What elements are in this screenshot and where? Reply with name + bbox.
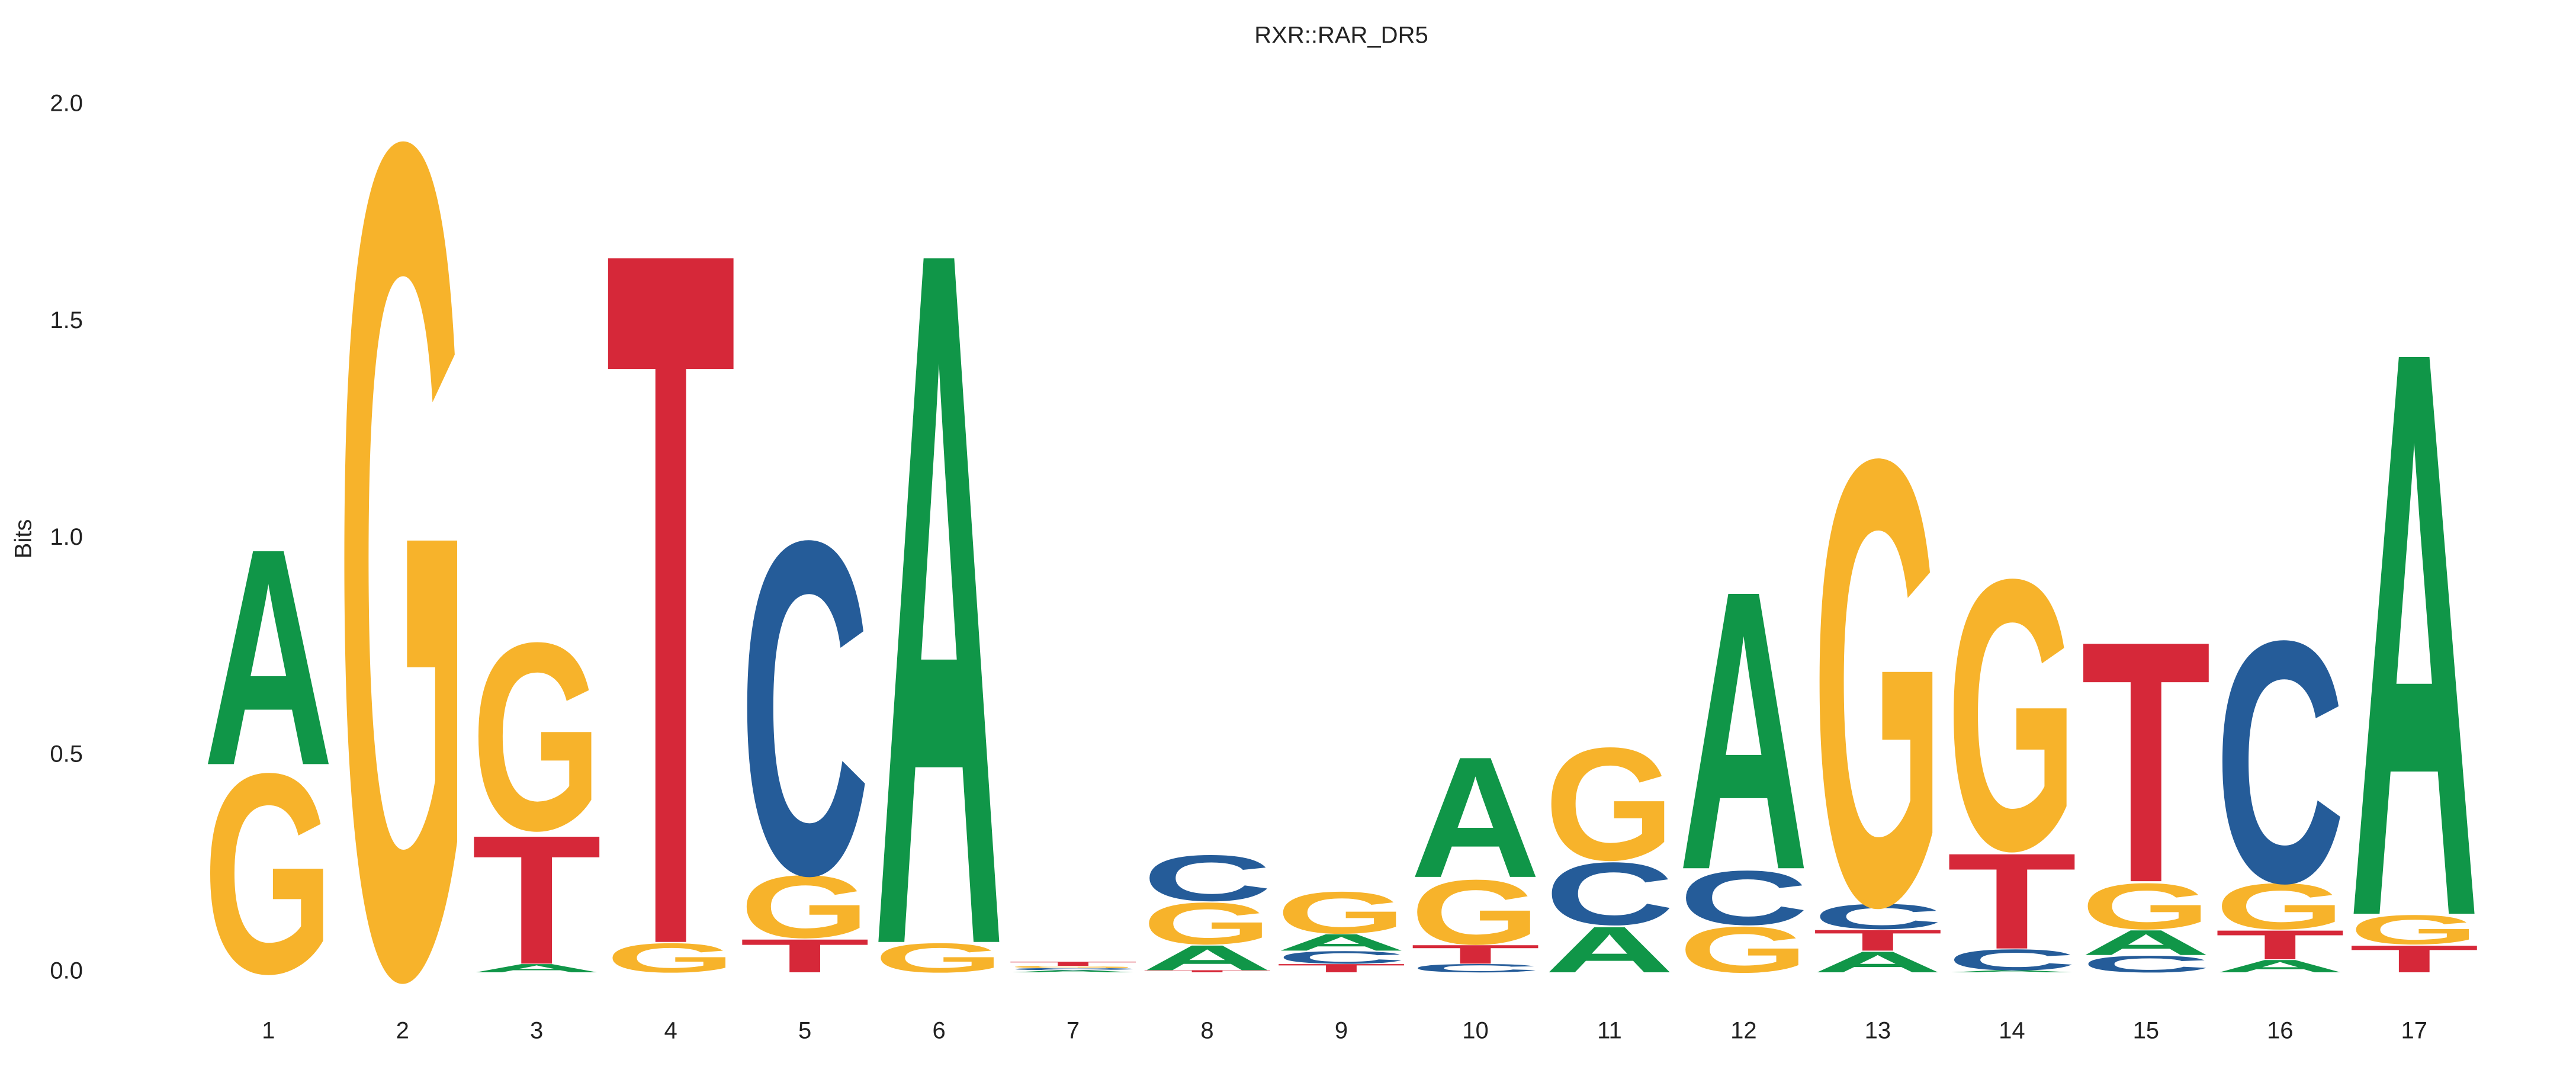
x-tick-label: 2 [396, 1018, 409, 1044]
logo-letter: C [740, 442, 870, 974]
logo-letter: G [1276, 880, 1406, 946]
logo-letter: A [2215, 956, 2345, 976]
logo-letter: G [1813, 327, 1943, 1038]
logo-letter: G [740, 857, 870, 958]
y-tick-label: 1.0 [50, 524, 83, 550]
logo-letter: A [471, 962, 602, 975]
logo-letter: T [2349, 937, 2479, 981]
logo-letter: T [1813, 924, 1943, 958]
logo-letter: G [1947, 499, 2077, 931]
logo-letter: G [874, 935, 1004, 981]
logo-letter: G [2349, 907, 2479, 953]
logo-letter: A [1142, 938, 1273, 978]
logo-letter: C [1679, 855, 1809, 942]
logo-letter: A [2081, 923, 2211, 963]
logo-letter: G [2215, 870, 2345, 943]
logo-letter: A [1679, 507, 1809, 953]
logo-letter: C [1008, 968, 1138, 971]
x-tick-label: 14 [1999, 1018, 2025, 1044]
x-tick-label: 17 [2401, 1018, 2428, 1044]
x-tick-label: 11 [1597, 1018, 1622, 1044]
x-tick-label: 1 [262, 1018, 275, 1044]
logo-letter: A [1276, 930, 1406, 956]
logo-letter: G [1142, 891, 1273, 957]
logo-letter: T [1142, 970, 1273, 973]
x-tick-label: 15 [2133, 1018, 2160, 1044]
y-tick-label: 1.5 [50, 307, 83, 333]
x-tick-label: 3 [530, 1018, 543, 1044]
x-tick-label: 7 [1067, 1018, 1080, 1044]
x-tick-label: 16 [2267, 1018, 2294, 1044]
x-tick-label: 6 [932, 1018, 945, 1044]
x-tick-label: 9 [1335, 1018, 1348, 1044]
logo-letter: G [338, 0, 468, 1083]
logo-letter: A [1947, 970, 2077, 973]
logo-letter: T [606, 43, 736, 1083]
logo-letter: G [1679, 914, 1809, 987]
logo-letter: T [1411, 940, 1541, 969]
logo-letter: T [471, 798, 602, 1003]
logo-letter: A [1008, 970, 1138, 973]
logo-letter: T [1276, 962, 1406, 975]
logo-letter: T [1008, 960, 1138, 967]
x-tick-label: 10 [1462, 1018, 1489, 1044]
logo-letter: A [1411, 722, 1541, 914]
logo-letter: C [1276, 947, 1406, 968]
logo-letter: C [1947, 943, 2077, 977]
logo-letter: T [2081, 568, 2211, 955]
x-tick-label: 4 [664, 1018, 677, 1044]
logo-letter: C [1544, 844, 1675, 944]
logo-letter: G [471, 588, 602, 886]
x-tick-label: 12 [1730, 1018, 1757, 1044]
logo-letter: T [1947, 825, 2077, 978]
logo-letter: T [740, 930, 870, 982]
logo-letter: G [606, 935, 736, 981]
logo-letter: G [1411, 861, 1541, 964]
x-tick-label: 5 [798, 1018, 811, 1044]
logo-letter: G [1008, 965, 1138, 969]
logo-letter: C [1142, 843, 1273, 915]
y-tick-label: 2.0 [50, 91, 83, 117]
y-tick-label: 0.0 [50, 958, 83, 984]
logo-letter: G [2081, 870, 2211, 943]
logo-letter: A [874, 43, 1004, 1083]
logo-letter: C [2081, 951, 2211, 978]
chart-title: RXR::RAR_DR5 [1254, 23, 1428, 49]
logo-letter: C [1411, 962, 1541, 975]
logo-letter: A [1813, 945, 1943, 979]
logo-letter: C [2215, 568, 2345, 955]
y-tick-label: 0.5 [50, 741, 83, 767]
logo-letter: T [2215, 922, 2345, 968]
logo-letter: G [203, 714, 333, 1033]
x-tick-label: 13 [1865, 1018, 1891, 1044]
logo-letter: G [1544, 715, 1675, 894]
y-axis-label: Bits [11, 519, 37, 559]
logo-letter: C [1813, 897, 1943, 937]
x-tick-label: 8 [1200, 1018, 1213, 1044]
logo-letter: A [203, 484, 333, 830]
logo-letter: A [2349, 182, 2479, 1083]
logo-letter: A [1544, 914, 1675, 987]
